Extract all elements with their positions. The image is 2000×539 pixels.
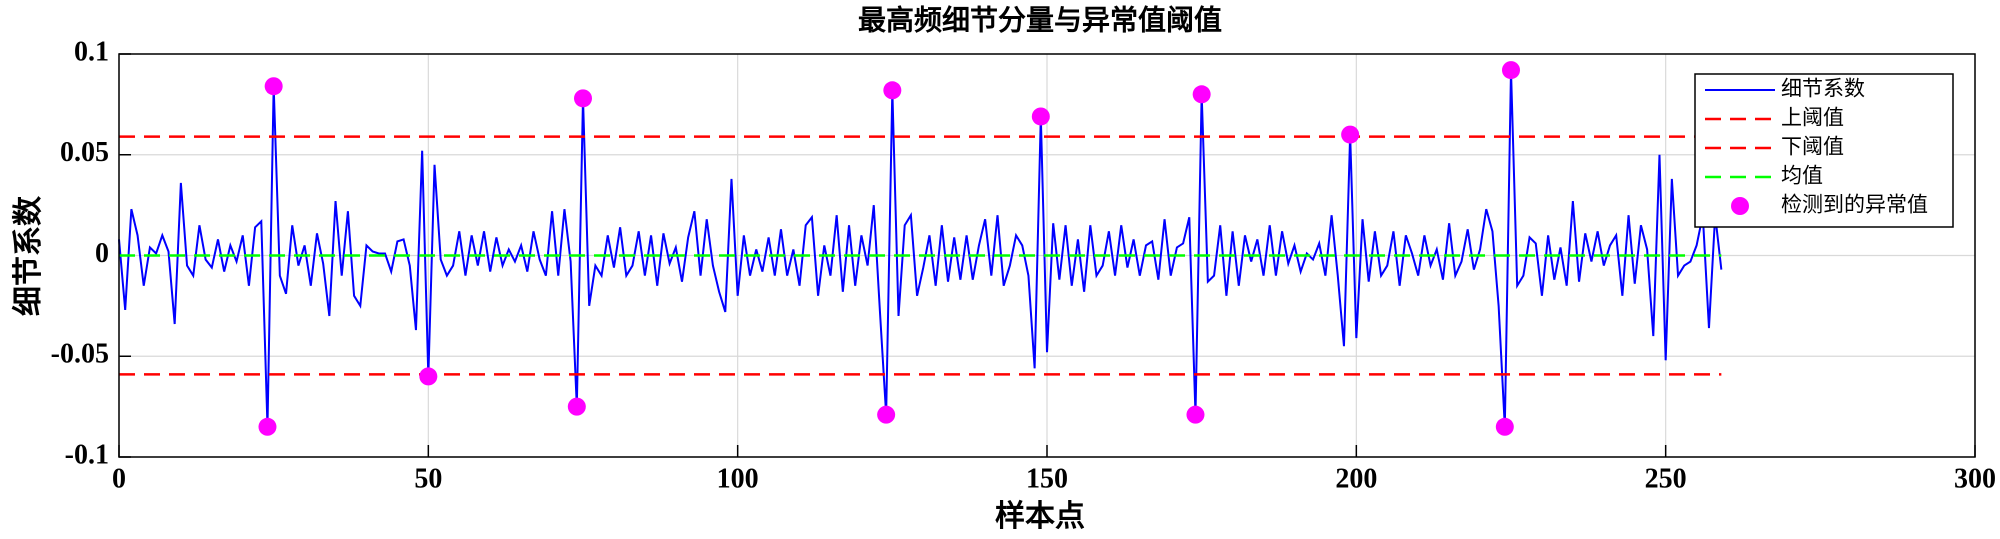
x-tick-label: 250 — [1645, 463, 1687, 494]
x-tick-label: 300 — [1954, 463, 1996, 494]
outlier-marker — [883, 81, 902, 100]
outlier-marker — [1495, 417, 1514, 436]
outlier-marker — [1192, 85, 1211, 104]
legend-symbol — [1731, 197, 1749, 215]
legend-label: 检测到的异常值 — [1781, 193, 1928, 217]
y-axis-label: 细节系数 — [11, 195, 46, 316]
x-tick-label: 100 — [717, 463, 759, 494]
outlier-marker — [264, 77, 283, 96]
y-tick-label: -0.1 — [65, 439, 109, 470]
legend-label: 细节系数 — [1781, 77, 1865, 101]
legend-label: 均值 — [1781, 164, 1823, 188]
x-axis-label: 样本点 — [995, 499, 1085, 534]
y-tick-label: 0 — [95, 238, 109, 269]
x-tick-label: 50 — [414, 463, 442, 494]
plot-frame — [118, 53, 1976, 458]
outlier-marker — [877, 405, 896, 424]
x-tick-label: 150 — [1026, 463, 1068, 494]
outlier-marker — [1186, 405, 1205, 424]
data-line — [118, 70, 1723, 427]
outlier-marker — [1502, 61, 1520, 80]
chart-title: 最高频细节分量与异常值阈值 — [858, 4, 1222, 37]
x-tick-label: 0 — [112, 463, 126, 494]
outlier-marker — [1031, 107, 1050, 126]
x-tick-label: 200 — [1335, 463, 1377, 494]
outlier-marker — [258, 417, 277, 436]
outlier-marker — [419, 367, 438, 386]
legend-label: 下阈值 — [1781, 135, 1844, 159]
legend-label: 上阈值 — [1781, 106, 1844, 130]
y-tick-label: 0.1 — [74, 36, 109, 67]
y-tick-label: 0.05 — [60, 137, 109, 168]
outlier-marker — [567, 397, 586, 416]
outlier-marker — [1341, 125, 1360, 144]
y-tick-label: -0.05 — [51, 339, 109, 370]
outlier-marker — [574, 89, 592, 108]
